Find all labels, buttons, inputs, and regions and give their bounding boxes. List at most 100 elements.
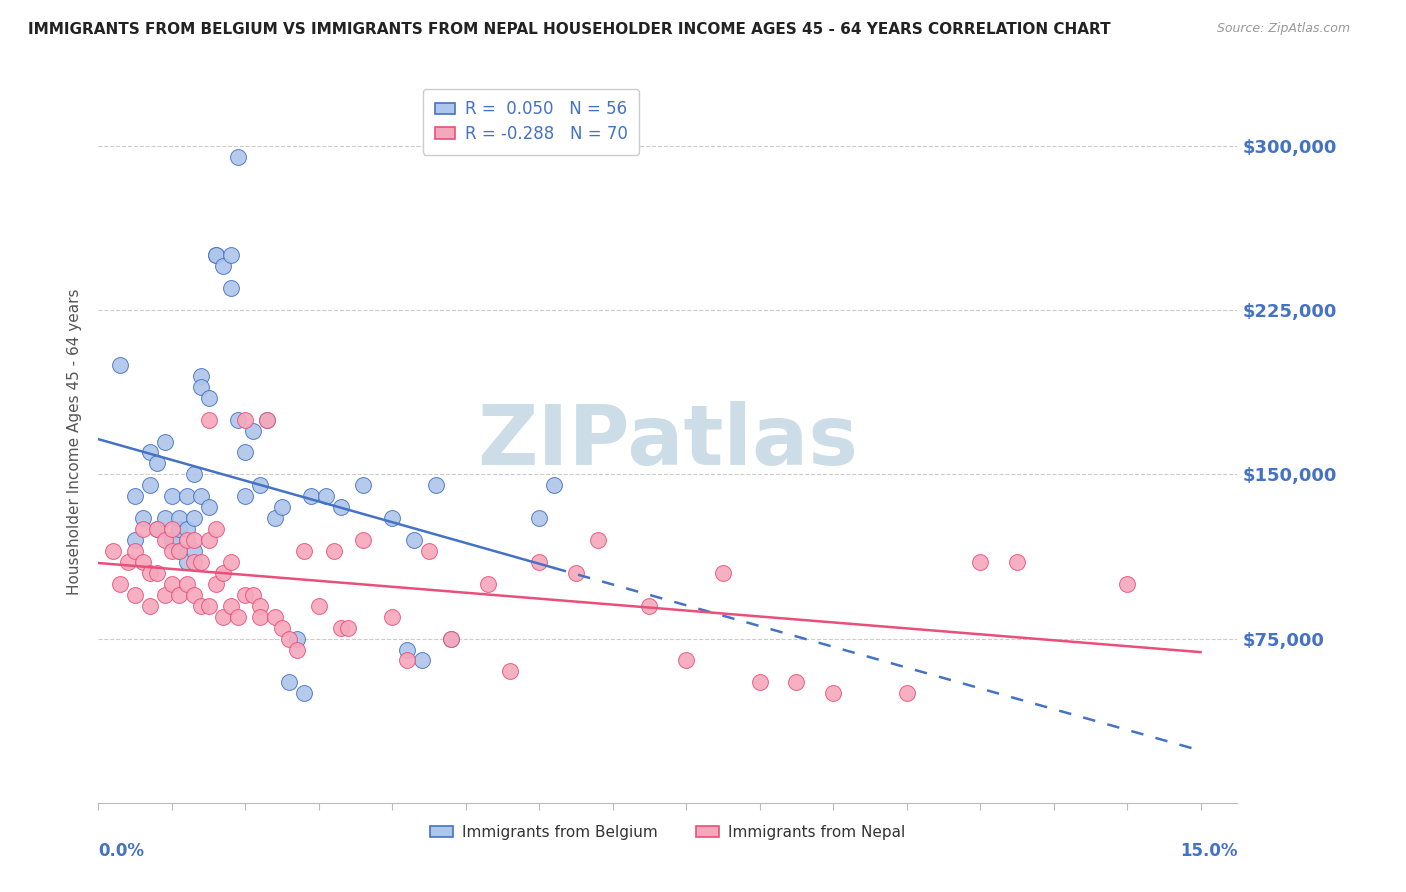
- Point: [219, 555, 242, 569]
- Point: [285, 632, 308, 646]
- Point: [292, 544, 315, 558]
- Point: [477, 577, 499, 591]
- Point: [271, 621, 294, 635]
- Point: [183, 533, 205, 547]
- Point: [205, 248, 228, 262]
- Point: [565, 566, 588, 580]
- Point: [329, 500, 352, 515]
- Point: [139, 599, 162, 613]
- Point: [329, 621, 352, 635]
- Point: [418, 544, 440, 558]
- Legend: Immigrants from Belgium, Immigrants from Nepal: Immigrants from Belgium, Immigrants from…: [425, 819, 911, 846]
- Point: [440, 632, 463, 646]
- Point: [249, 478, 271, 492]
- Point: [1005, 555, 1028, 569]
- Point: [242, 424, 264, 438]
- Point: [176, 522, 198, 536]
- Point: [153, 533, 176, 547]
- Point: [395, 642, 418, 657]
- Point: [263, 609, 285, 624]
- Point: [352, 533, 374, 547]
- Text: Source: ZipAtlas.com: Source: ZipAtlas.com: [1216, 22, 1350, 36]
- Point: [205, 522, 228, 536]
- Point: [301, 489, 323, 503]
- Point: [278, 675, 301, 690]
- Point: [235, 412, 257, 426]
- Point: [404, 533, 426, 547]
- Point: [823, 686, 845, 700]
- Point: [315, 489, 337, 503]
- Point: [146, 522, 169, 536]
- Point: [124, 588, 146, 602]
- Point: [212, 609, 235, 624]
- Point: [638, 599, 661, 613]
- Text: ZIPatlas: ZIPatlas: [478, 401, 858, 482]
- Point: [124, 489, 146, 503]
- Point: [381, 609, 404, 624]
- Point: [110, 577, 132, 591]
- Point: [226, 412, 249, 426]
- Point: [167, 544, 190, 558]
- Point: [226, 150, 249, 164]
- Point: [278, 632, 301, 646]
- Point: [167, 544, 190, 558]
- Y-axis label: Householder Income Ages 45 - 64 years: Householder Income Ages 45 - 64 years: [67, 288, 83, 595]
- Point: [183, 511, 205, 525]
- Point: [183, 588, 205, 602]
- Point: [785, 675, 807, 690]
- Point: [1116, 577, 1139, 591]
- Point: [499, 665, 522, 679]
- Point: [197, 391, 219, 405]
- Point: [322, 544, 344, 558]
- Point: [249, 599, 271, 613]
- Point: [183, 555, 205, 569]
- Point: [205, 248, 228, 262]
- Point: [183, 544, 205, 558]
- Point: [176, 489, 198, 503]
- Point: [167, 522, 190, 536]
- Point: [292, 686, 315, 700]
- Point: [969, 555, 991, 569]
- Point: [131, 522, 153, 536]
- Point: [153, 588, 176, 602]
- Point: [226, 609, 249, 624]
- Point: [153, 511, 176, 525]
- Point: [160, 489, 183, 503]
- Point: [263, 511, 285, 525]
- Point: [176, 533, 198, 547]
- Point: [167, 588, 190, 602]
- Point: [190, 380, 212, 394]
- Point: [381, 511, 404, 525]
- Point: [235, 445, 257, 459]
- Point: [176, 555, 198, 569]
- Point: [124, 544, 146, 558]
- Point: [425, 478, 447, 492]
- Point: [139, 478, 162, 492]
- Point: [529, 511, 551, 525]
- Point: [176, 577, 198, 591]
- Point: [235, 489, 257, 503]
- Point: [160, 544, 183, 558]
- Point: [153, 434, 176, 449]
- Point: [256, 412, 278, 426]
- Text: 15.0%: 15.0%: [1180, 842, 1237, 860]
- Point: [219, 281, 242, 295]
- Point: [337, 621, 360, 635]
- Point: [219, 248, 242, 262]
- Text: IMMIGRANTS FROM BELGIUM VS IMMIGRANTS FROM NEPAL HOUSEHOLDER INCOME AGES 45 - 64: IMMIGRANTS FROM BELGIUM VS IMMIGRANTS FR…: [28, 22, 1111, 37]
- Point: [110, 358, 132, 372]
- Point: [183, 467, 205, 482]
- Point: [242, 588, 264, 602]
- Point: [101, 544, 124, 558]
- Point: [271, 500, 294, 515]
- Point: [146, 457, 169, 471]
- Point: [146, 566, 169, 580]
- Point: [235, 588, 257, 602]
- Point: [146, 522, 169, 536]
- Point: [748, 675, 770, 690]
- Point: [711, 566, 734, 580]
- Point: [249, 609, 271, 624]
- Point: [896, 686, 918, 700]
- Point: [124, 533, 146, 547]
- Point: [675, 653, 697, 667]
